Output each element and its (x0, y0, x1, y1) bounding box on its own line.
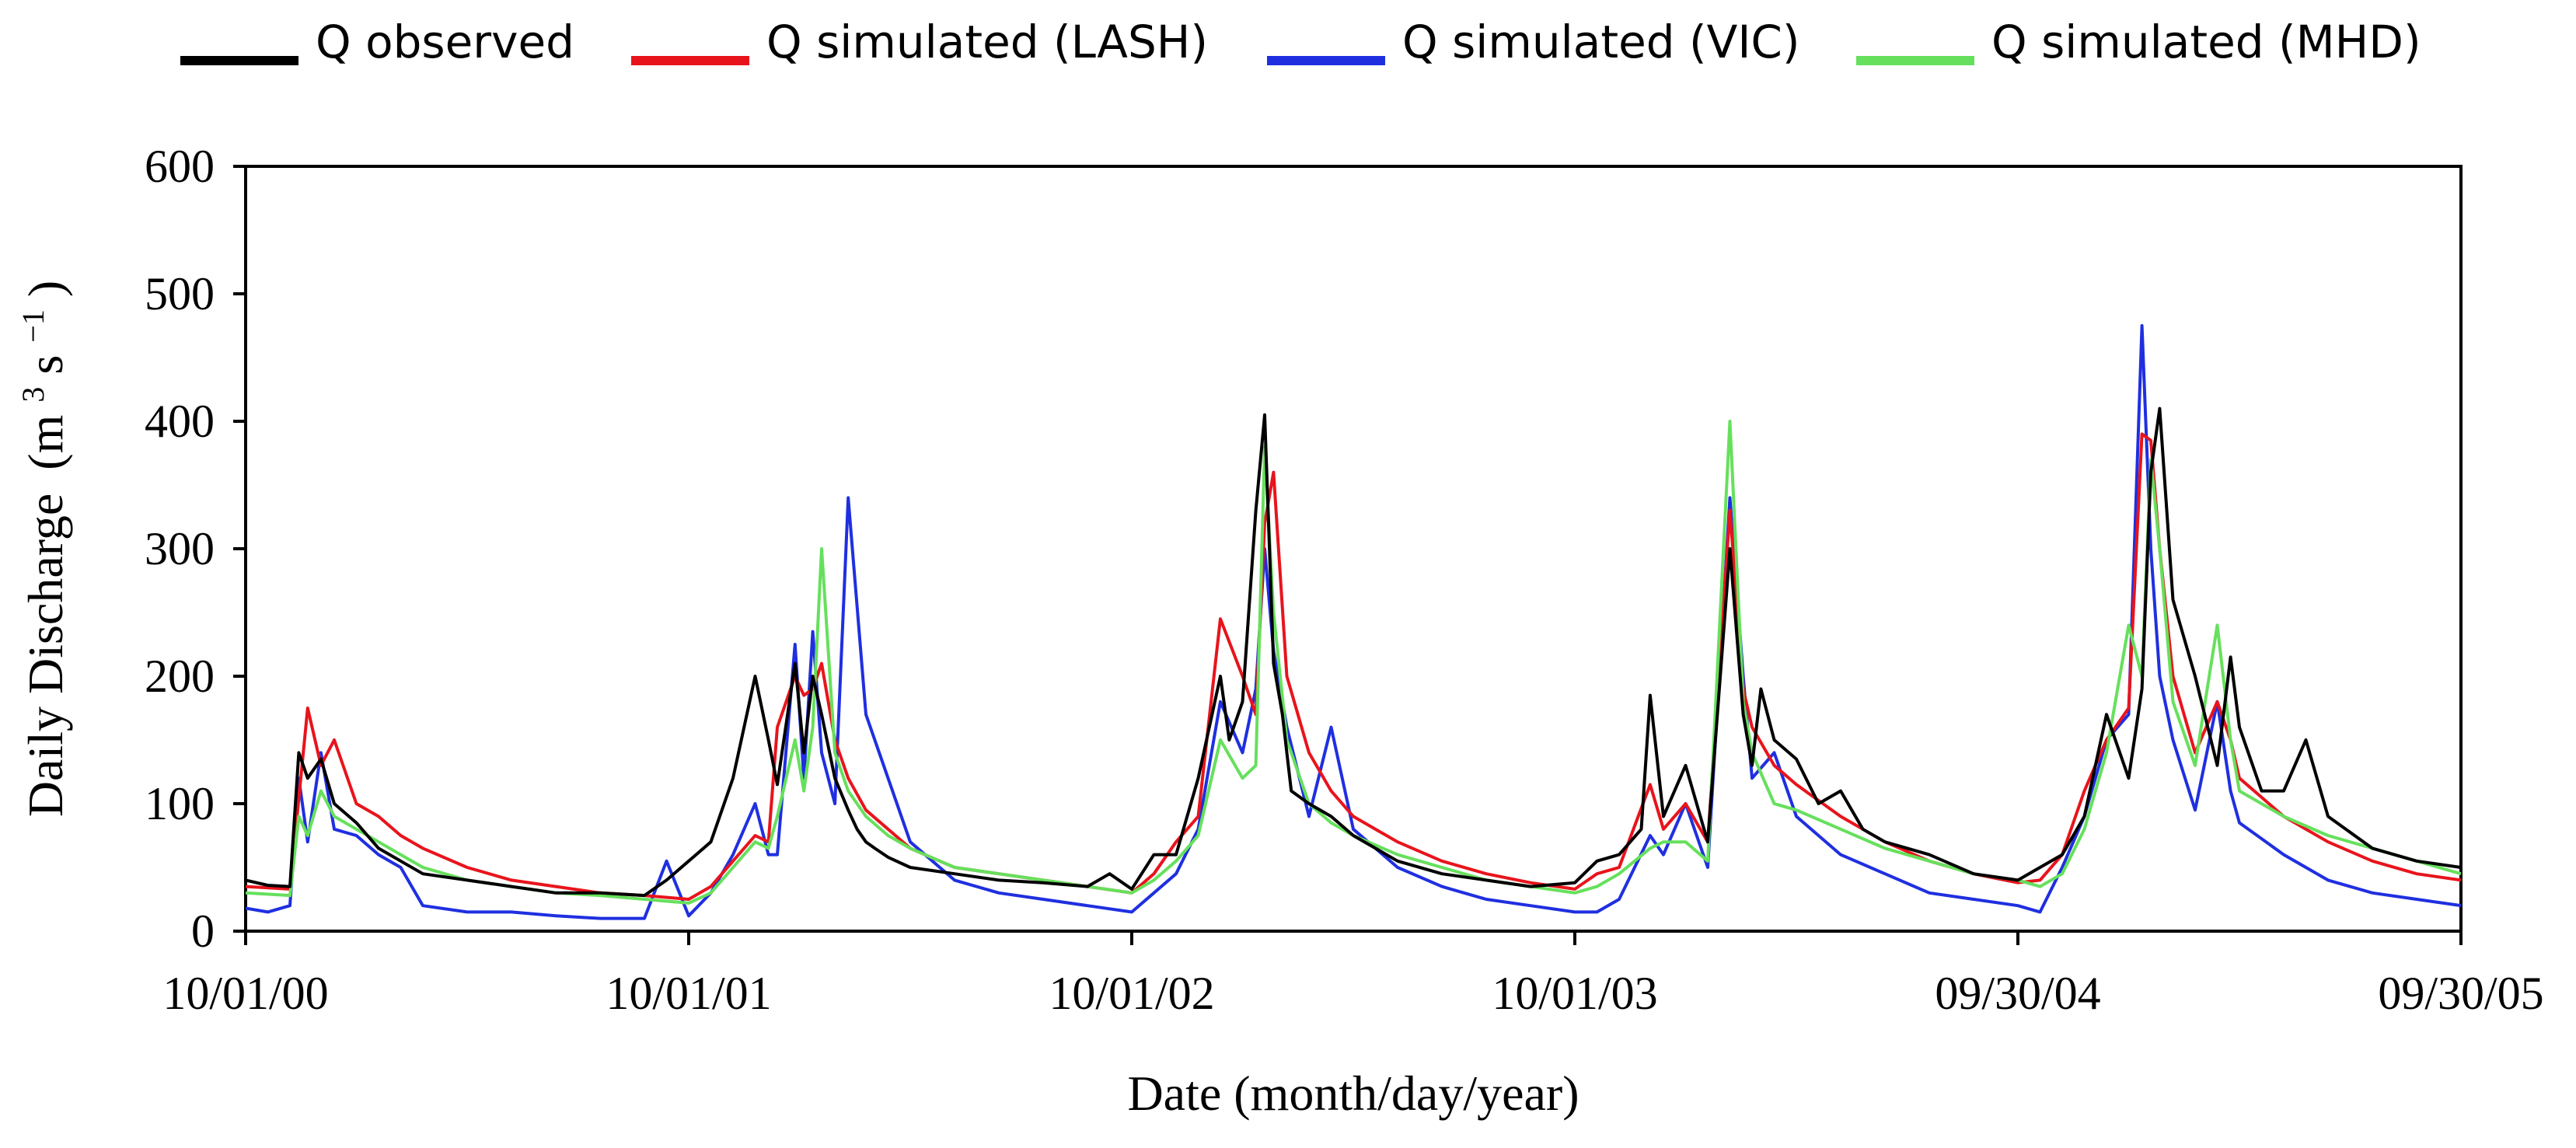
x-axis-ticks: 10/01/00 10/01/01 10/01/02 10/01/03 09/30/04… (162, 931, 2544, 1019)
series-lines (246, 324, 2461, 920)
y-tick-label: 600 (145, 141, 215, 192)
x-axis-title: Date (month/day/year) (1127, 1066, 1579, 1121)
x-tick-label: 09/30/04 (1935, 968, 2100, 1019)
y-axis-title-unit-mid: s (18, 355, 73, 375)
x-tick-label: 09/30/05 (2378, 968, 2543, 1019)
y-tick-label: 100 (145, 778, 215, 829)
legend-label: Q simulated (MHD) (1991, 16, 2421, 68)
legend-label: Q simulated (VIC) (1402, 16, 1800, 68)
series-line-q-simulated-mhd (246, 420, 2461, 905)
legend-label: Q observed (316, 16, 574, 68)
y-tick-label: 500 (145, 268, 215, 319)
series-line-q-observed (246, 407, 2461, 898)
legend-label: Q simulated (LASH) (766, 16, 1208, 68)
series-line-q-simulated-lash (246, 432, 2461, 901)
y-tick-label: 400 (145, 396, 215, 447)
y-axis-title: Daily Discharge (m 3 s −1 ) (0, 281, 73, 817)
y-axis-title-main: Daily Discharge (18, 494, 73, 817)
y-tick-label: 200 (145, 651, 215, 702)
series-line-q-simulated-vic (246, 324, 2461, 920)
y-tick-label: 300 (145, 523, 215, 574)
y-axis-title-unit-sup2: −1 (16, 309, 51, 343)
y-axis-title-unit-sup1: 3 (16, 387, 51, 403)
y-tick-label: 0 (191, 905, 215, 957)
legend: Q observed Q simulated (LASH) Q simulated … (180, 16, 2421, 68)
x-tick-label: 10/01/03 (1492, 968, 1657, 1019)
x-tick-label: 10/01/00 (162, 968, 328, 1019)
x-tick-label: 10/01/01 (606, 968, 771, 1019)
y-axis-title-unit-close: ) (18, 281, 73, 297)
y-axis-title-unit-open: (m (18, 415, 73, 470)
x-tick-label: 10/01/02 (1049, 968, 1214, 1019)
y-axis-ticks: 0 100 200 300 400 500 600 (145, 141, 246, 957)
